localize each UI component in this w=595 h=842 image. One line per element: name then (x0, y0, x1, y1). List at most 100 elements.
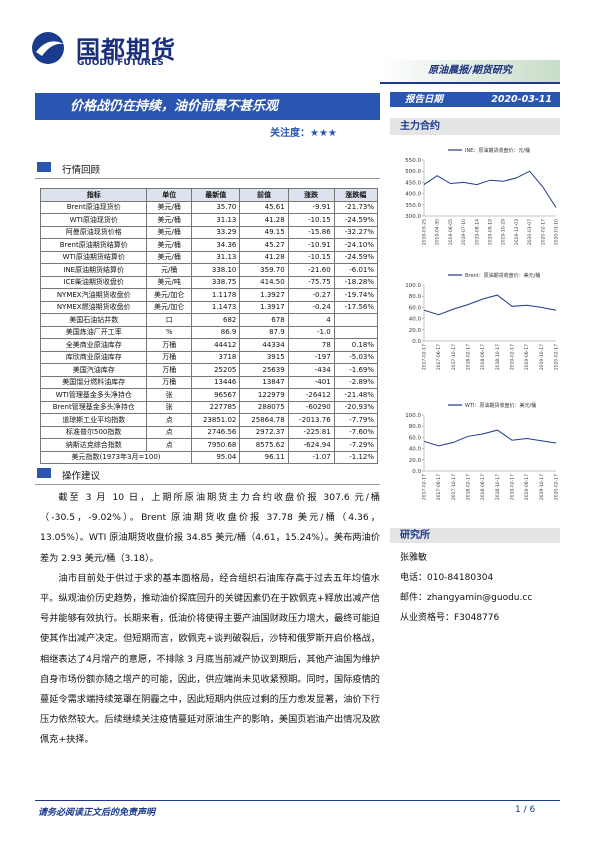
table-cell: -15.86 (287, 225, 335, 239)
table-cell: 全美商业原油库存 (39, 338, 148, 352)
table-cell: 美国馏分燃料油库存 (39, 375, 148, 389)
table-cell: 41.28 (239, 213, 289, 227)
y-tick-label: 0.0 (412, 469, 421, 475)
y-tick-label: 0.0 (412, 339, 421, 345)
body-text: 截至 3 月 10 日，上期所原油期货主力合约收盘价报 307.6 元/桶（-3… (40, 488, 380, 751)
table-cell: 25639 (239, 363, 289, 377)
table-cell: 元/桶 (146, 263, 193, 277)
table-cell: -75.75 (287, 275, 335, 289)
table-cell: 口 (146, 313, 193, 327)
section-heading: 操作建议 (62, 471, 101, 482)
table-cell: -24.10% (333, 238, 379, 252)
table-cell: -18.28% (333, 275, 379, 289)
report-date-label: 报告日期 (405, 94, 444, 105)
line-chart: 0.0 20.0 40.0 60.0 80.0 100.0 2017-02-17 2017-0… (405, 272, 560, 370)
table-cell: -21.73% (333, 200, 379, 214)
x-tick-label: 2019-02-17 (510, 344, 516, 370)
table-cell: 1.3927 (239, 288, 289, 302)
table-cell: WTI管理基金多头净持仓 (39, 388, 148, 402)
table-cell: -7.29% (333, 438, 379, 452)
table-cell: -17.56% (333, 300, 379, 314)
table-cell: -1.12% (333, 450, 379, 464)
y-tick-label: 450.0 (405, 180, 421, 186)
table-cell: 纳斯达克综合指数 (39, 438, 148, 452)
table-cell: 338.10 (191, 263, 241, 277)
table-cell: 阿曼原油现货价格 (39, 225, 148, 239)
table-cell: -10.91 (287, 238, 335, 252)
table-row: WTI原油期货结算价 美元/桶 31.13 41.28 -10.15 -24.59% (39, 250, 379, 264)
table-row: 阿曼原油现货价格 美元/桶 33.29 49.15 -15.86 -32.27% (39, 225, 379, 239)
x-tick-label: 2017-10-17 (451, 344, 457, 370)
table-cell: -2013.76 (287, 413, 335, 427)
table-cell: -225.81 (287, 425, 335, 439)
table-cell: 86.9 (191, 325, 241, 339)
x-tick-label: 2020-02-17 (554, 344, 560, 370)
x-tick-label: 2019-07-10 (461, 219, 467, 245)
table-cell: 45.27 (239, 238, 289, 252)
table-cell: 万桶 (146, 338, 193, 352)
table-cell: -434 (287, 363, 335, 377)
phone: 电话：010-84180304 (400, 573, 494, 583)
table-cell: 万桶 (146, 363, 193, 377)
x-tick-label: 2017-06-17 (436, 344, 442, 370)
table-cell: 33.29 (191, 225, 241, 239)
header-cell: 指标 (39, 188, 148, 202)
table-cell: 万桶 (146, 350, 193, 364)
legend-label: INE：原油期货收盘价：元/桶 (465, 147, 530, 154)
table-row: WTI原油现货价 美元/桶 31.13 41.28 -10.15 -24.59% (39, 213, 379, 227)
section-heading: 行情回顾 (62, 165, 101, 176)
header-row: 指标 单位 最新值 前值 涨跌 涨跌幅 (39, 188, 379, 202)
footer-line (35, 800, 560, 801)
y-tick-label: 400.0 (405, 192, 421, 198)
table-cell: 4 (287, 313, 335, 327)
x-tick-label: 2018-06-17 (480, 474, 486, 500)
table-cell: 美国炼油厂开工率 (39, 325, 148, 339)
table-row: 库欣商业原油库存 万桶 3718 3915 -197 -5.03% (39, 350, 379, 364)
x-tick-label: 2019-06-05 (448, 219, 454, 245)
table-cell: 78 (287, 338, 335, 352)
legend-label: Brent：原油期货收盘价：美元/桶 (465, 272, 540, 279)
x-tick-label: 2019-03-25 (422, 219, 428, 245)
table-cell: Brent原油期货结算价 (39, 238, 148, 252)
y-tick-label: 100.0 (405, 413, 421, 419)
table-cell: -1.07 (287, 450, 335, 464)
header-cell: 涨跌 (287, 188, 335, 202)
license: 从业资格号：F3048776 (400, 613, 500, 623)
line-chart: 300.0 350.0 400.0 450.0 500.0 550.0 2019-03-25… (405, 147, 559, 245)
table-row: 全美商业原油库存 万桶 44412 44334 78 0.18% (39, 338, 379, 352)
y-tick-label: 350.0 (405, 203, 421, 209)
table-cell: 美元/桶 (146, 238, 193, 252)
table-cell: 美元/加仑 (146, 288, 193, 302)
sidebar-section: 研究所 (390, 528, 560, 543)
sidebar-heading: 主力合约 (390, 118, 560, 135)
x-tick-label: 2019-09-19 (488, 219, 494, 245)
x-tick-label: 2017-10-17 (451, 474, 457, 500)
attention: 关注度：★★★ (270, 128, 337, 139)
table-cell: 库欣商业原油库存 (39, 350, 148, 364)
table-cell (333, 325, 379, 339)
table-row: 美国汽油库存 万桶 25205 25639 -434 -1.69% (39, 363, 379, 377)
header-cell: 最新值 (191, 188, 241, 202)
table-row: ICE柴油期货收盘价 美元/吨 338.75 414.50 -75.75 -18.28% (39, 275, 379, 289)
header-cell: 单位 (146, 188, 193, 202)
table-cell: Brent管理基金多头净持仓 (39, 400, 148, 414)
y-tick-label: 60.0 (409, 435, 422, 441)
table-cell: 0.18% (333, 338, 379, 352)
table-cell: -7.79% (333, 413, 379, 427)
table-cell: -24.59% (333, 213, 379, 227)
table-row: 标准普尔500指数点 2746.56 2972.37 -225.81 -7.60% (39, 425, 379, 439)
table-row: 美国石油钻井数口 682 678 4 (39, 313, 379, 327)
table-cell: 1.1178 (191, 288, 241, 302)
section-icon (37, 162, 51, 172)
table-cell: 美元/桶 (146, 200, 193, 214)
x-tick-label: 2018-06-17 (480, 344, 486, 370)
x-tick-label: 2019-02-17 (510, 474, 516, 500)
table-cell: 张 (146, 400, 193, 414)
header-cell: 前值 (239, 188, 289, 202)
divider (35, 178, 380, 179)
table-cell: 标准普尔500指数 (39, 425, 148, 439)
x-tick-label: 2020-02-17 (540, 219, 546, 245)
table-cell: 87.9 (239, 325, 289, 339)
y-tick-label: 60.0 (409, 305, 422, 311)
table-row: 纳斯达克综合指数点 7950.68 8575.62 -624.94 -7.29% (39, 438, 379, 452)
